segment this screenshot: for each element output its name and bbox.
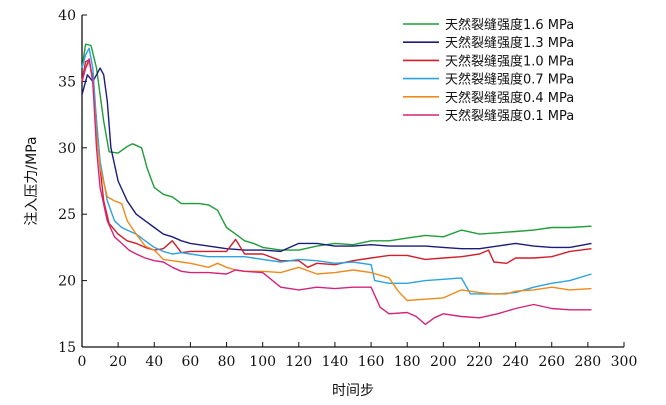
y-tick-label: 15 — [58, 340, 76, 356]
x-tick-label: 280 — [574, 354, 601, 370]
y-tick-label: 25 — [58, 207, 76, 223]
legend-item: 天然裂缝强度0.4 MPa — [403, 90, 574, 106]
x-tick-label: 140 — [322, 354, 349, 370]
series-line-1 — [81, 67, 592, 253]
series-line-0 — [81, 43, 592, 251]
x-axis-title: 时间步 — [332, 383, 374, 399]
x-tick-label: 240 — [502, 354, 529, 370]
series-line-5 — [81, 58, 592, 326]
x-tick-label: 160 — [358, 354, 385, 370]
legend-label: 天然裂缝强度0.7 MPa — [445, 72, 574, 88]
x-tick-label: 200 — [430, 354, 457, 370]
y-ticks: 15 20 25 30 35 40 — [58, 8, 87, 356]
series-line-3 — [81, 47, 592, 295]
x-tick-label: 40 — [145, 354, 163, 370]
series-lines — [81, 43, 592, 326]
legend-label: 天然裂缝强度0.4 MPa — [445, 90, 574, 106]
plot-area: 0 20 40 60 80 100 120 140 160 180 200 220 240 260 280 3… — [58, 8, 637, 370]
x-tick-label: 300 — [611, 354, 638, 370]
legend-item: 天然裂缝强度1.0 MPa — [403, 53, 574, 69]
x-tick-label: 260 — [538, 354, 565, 370]
legend: 天然裂缝强度1.6 MPa 天然裂缝强度1.3 MPa 天然裂缝强度1.0 MPa 天… — [403, 17, 574, 124]
legend-item: 天然裂缝强度1.6 MPa — [403, 17, 574, 33]
legend-label: 天然裂缝强度1.6 MPa — [445, 17, 574, 33]
x-ticks: 0 20 40 60 80 100 120 140 160 180 200 220 240 260 280 3… — [78, 342, 638, 370]
legend-item: 天然裂缝强度0.1 MPa — [403, 108, 574, 124]
x-tick-label: 80 — [218, 354, 236, 370]
x-tick-label: 100 — [249, 354, 276, 370]
legend-label: 天然裂缝强度1.3 MPa — [445, 35, 574, 51]
x-tick-label: 20 — [109, 354, 127, 370]
y-tick-label: 20 — [58, 274, 76, 290]
y-axis-title: 注入压力/MPa — [24, 136, 40, 225]
legend-label: 天然裂缝强度1.0 MPa — [445, 53, 574, 69]
y-tick-label: 40 — [58, 8, 76, 24]
x-tick-label: 220 — [466, 354, 493, 370]
x-tick-label: 120 — [285, 354, 312, 370]
legend-label: 天然裂缝强度0.1 MPa — [445, 108, 574, 124]
x-tick-label: 60 — [181, 354, 199, 370]
y-tick-label: 35 — [58, 74, 76, 90]
legend-item: 天然裂缝强度0.7 MPa — [403, 72, 574, 88]
x-tick-label: 0 — [78, 354, 87, 370]
legend-item: 天然裂缝强度1.3 MPa — [403, 35, 574, 51]
y-tick-label: 30 — [58, 141, 76, 157]
x-tick-label: 180 — [394, 354, 421, 370]
